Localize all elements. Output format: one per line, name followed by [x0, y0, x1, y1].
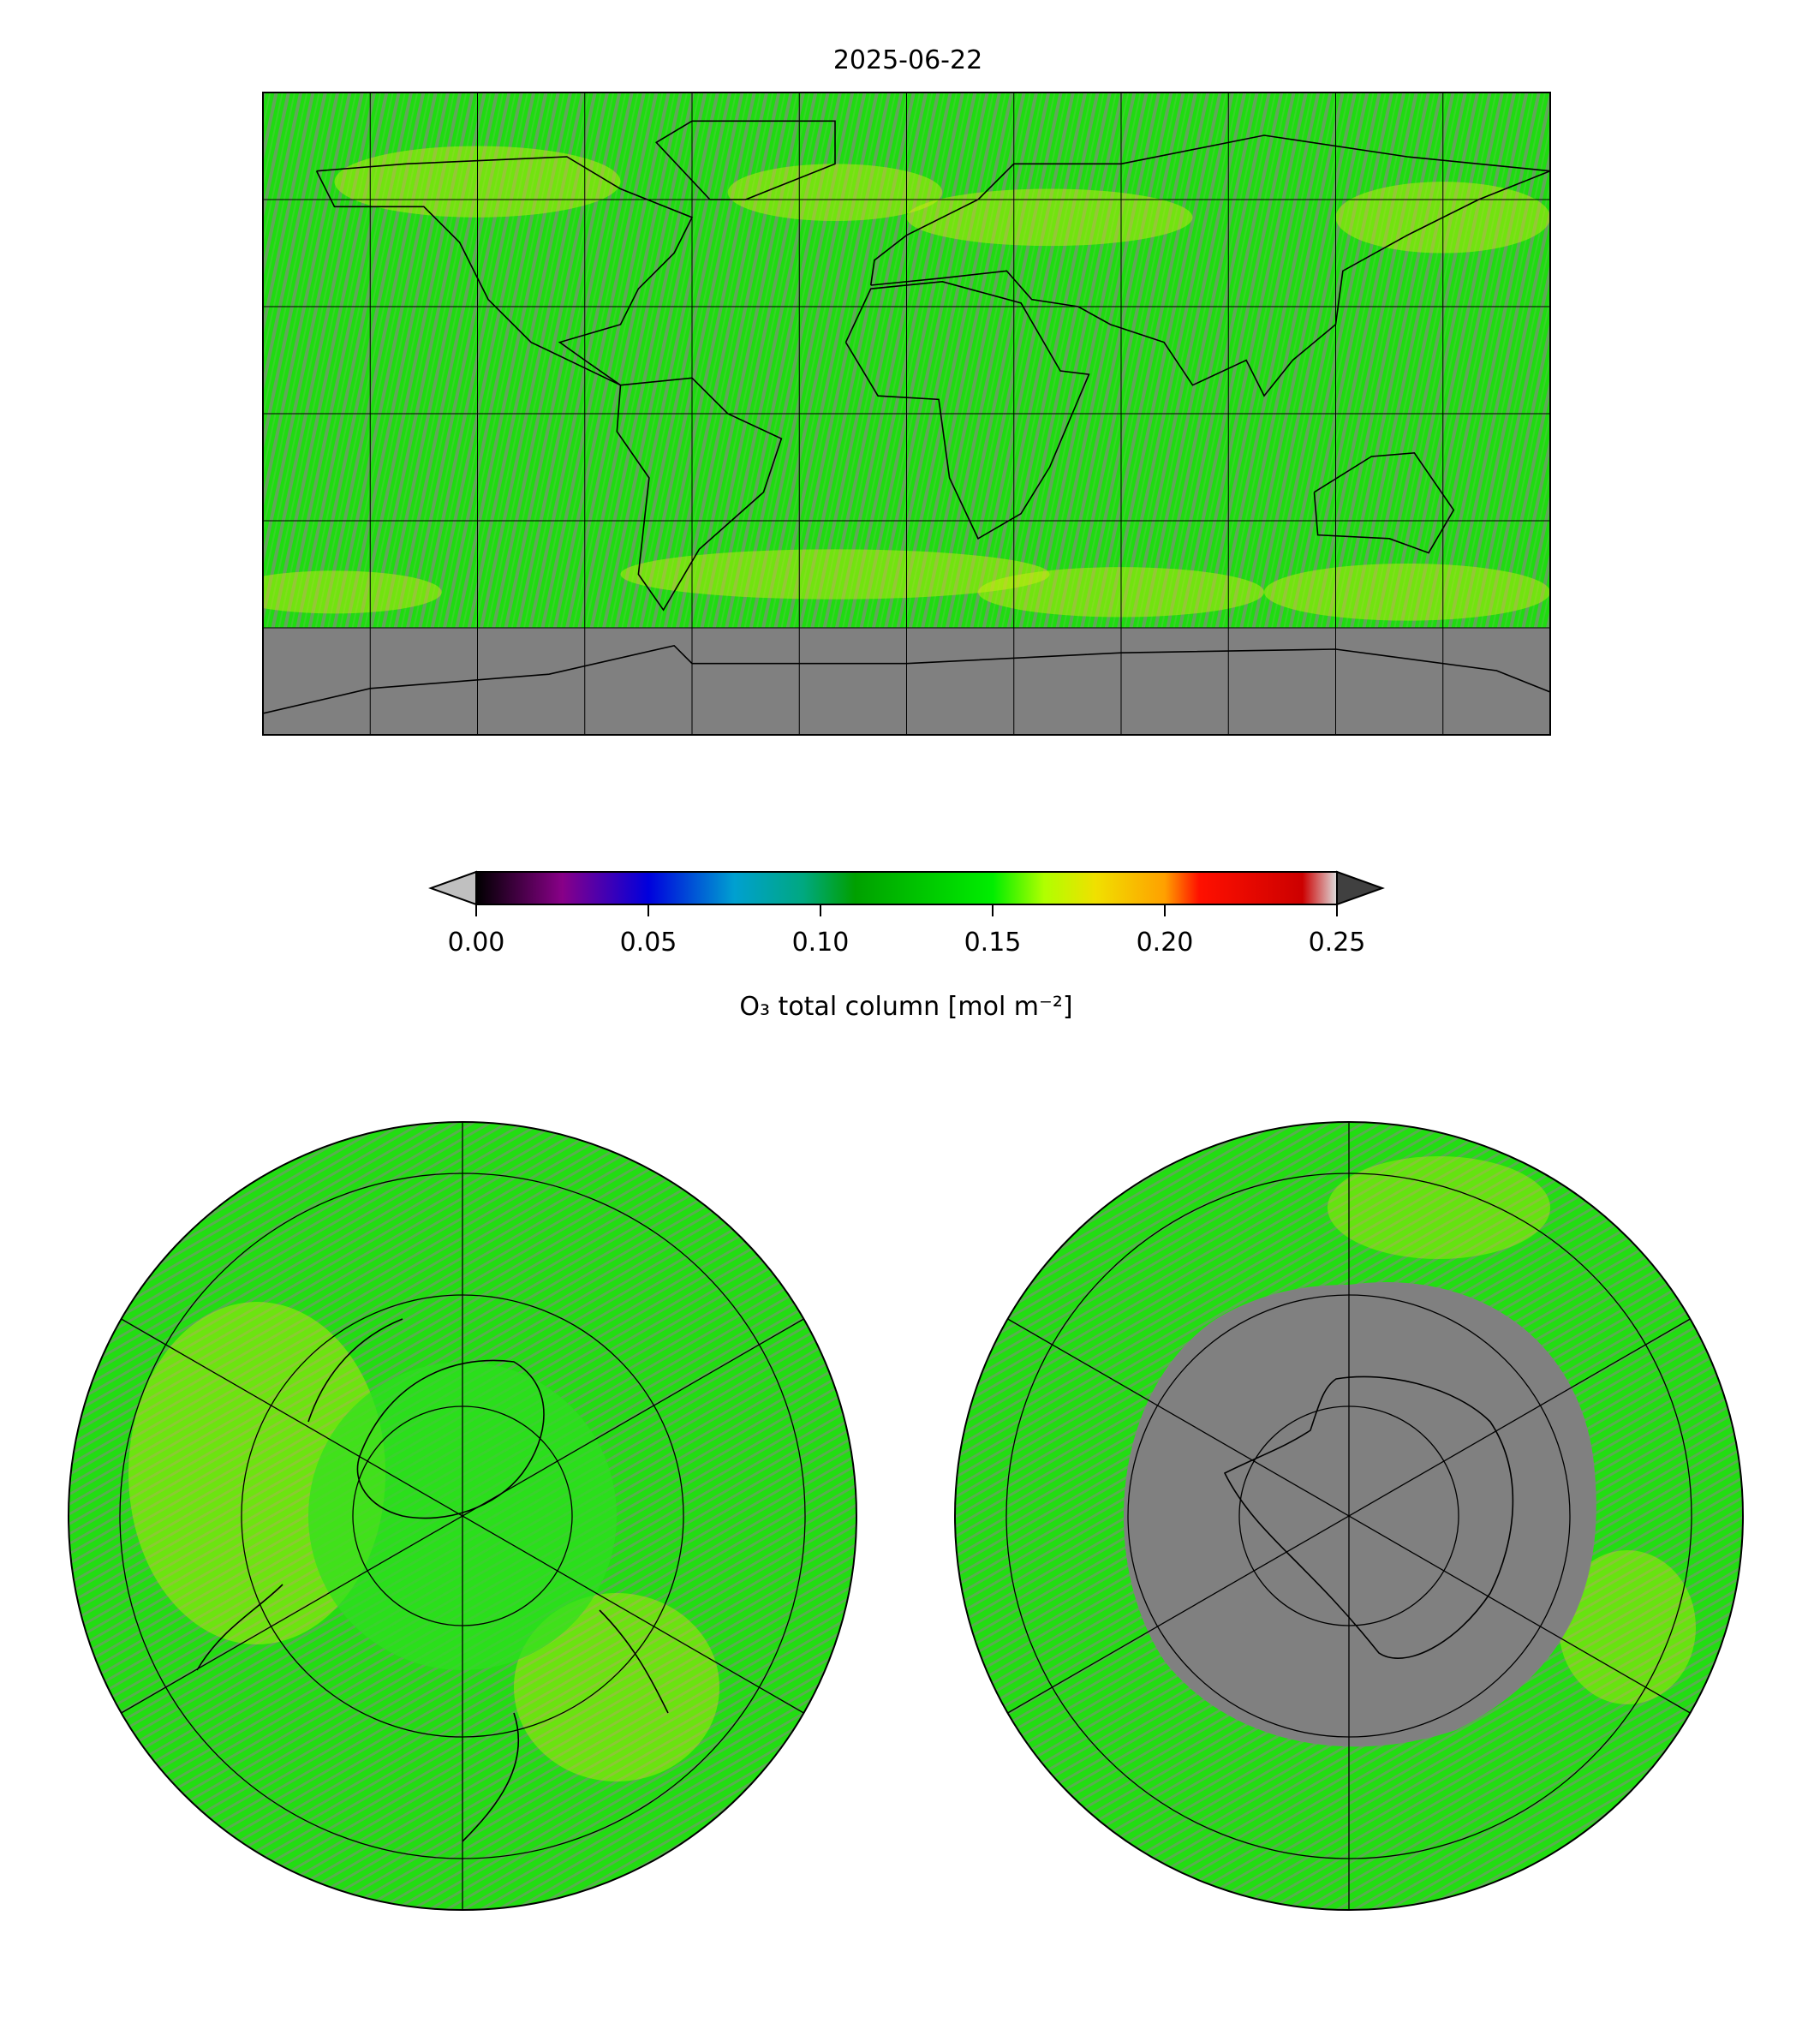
coastline-eurasia [869, 134, 1550, 397]
north-coastlines [196, 1318, 669, 1842]
south-coastlines [1223, 1376, 1514, 1659]
south-polar-nodata [1124, 1281, 1596, 1747]
colorbar-tick-label: 0.15 [964, 928, 1022, 958]
colorbar-over-extend [1336, 870, 1385, 906]
colorbar-tick-label: 0.25 [1309, 928, 1366, 958]
high-ozone-region [620, 549, 1050, 600]
colorbar-under-extend [428, 870, 477, 906]
south-polar-frame [954, 1121, 1744, 1911]
colorbar-tick-label: 0.05 [620, 928, 677, 958]
coastline-south-america [616, 377, 783, 612]
high-ozone-region [906, 188, 1193, 247]
south-high-region [1559, 1550, 1696, 1704]
chart-title: 2025-06-22 [833, 45, 982, 75]
coastline-australia [1313, 451, 1455, 554]
global-map-frame [262, 92, 1551, 736]
high-ozone-region [1264, 564, 1550, 621]
global-map [263, 92, 1550, 735]
colorbar-label: O₃ total column [mol m⁻²] [739, 992, 1072, 1022]
meridian-line [113, 1314, 812, 1718]
north-polar-map [69, 1122, 856, 1910]
high-ozone-region [263, 570, 442, 614]
coastline-north-america [315, 156, 694, 386]
colorbar-tick-label: 0.10 [792, 928, 850, 958]
colorbar-tick-label: 0.00 [448, 928, 505, 958]
colorbar: 0.00 0.05 0.10 0.15 0.20 0.25 O₃ total column… [428, 870, 1385, 1022]
north-polar-frame [68, 1121, 857, 1911]
high-ozone-region [727, 164, 943, 221]
coastline-africa [844, 281, 1090, 540]
coastline-antarctica [263, 644, 1550, 714]
colorbar-tick-label: 0.20 [1137, 928, 1194, 958]
south-polar-map [955, 1122, 1743, 1910]
colorbar-bar [475, 871, 1338, 905]
coastline-greenland [654, 120, 836, 200]
south-high-region [1328, 1156, 1550, 1259]
meridian-line [1000, 1314, 1698, 1718]
north-high-region [514, 1593, 719, 1781]
